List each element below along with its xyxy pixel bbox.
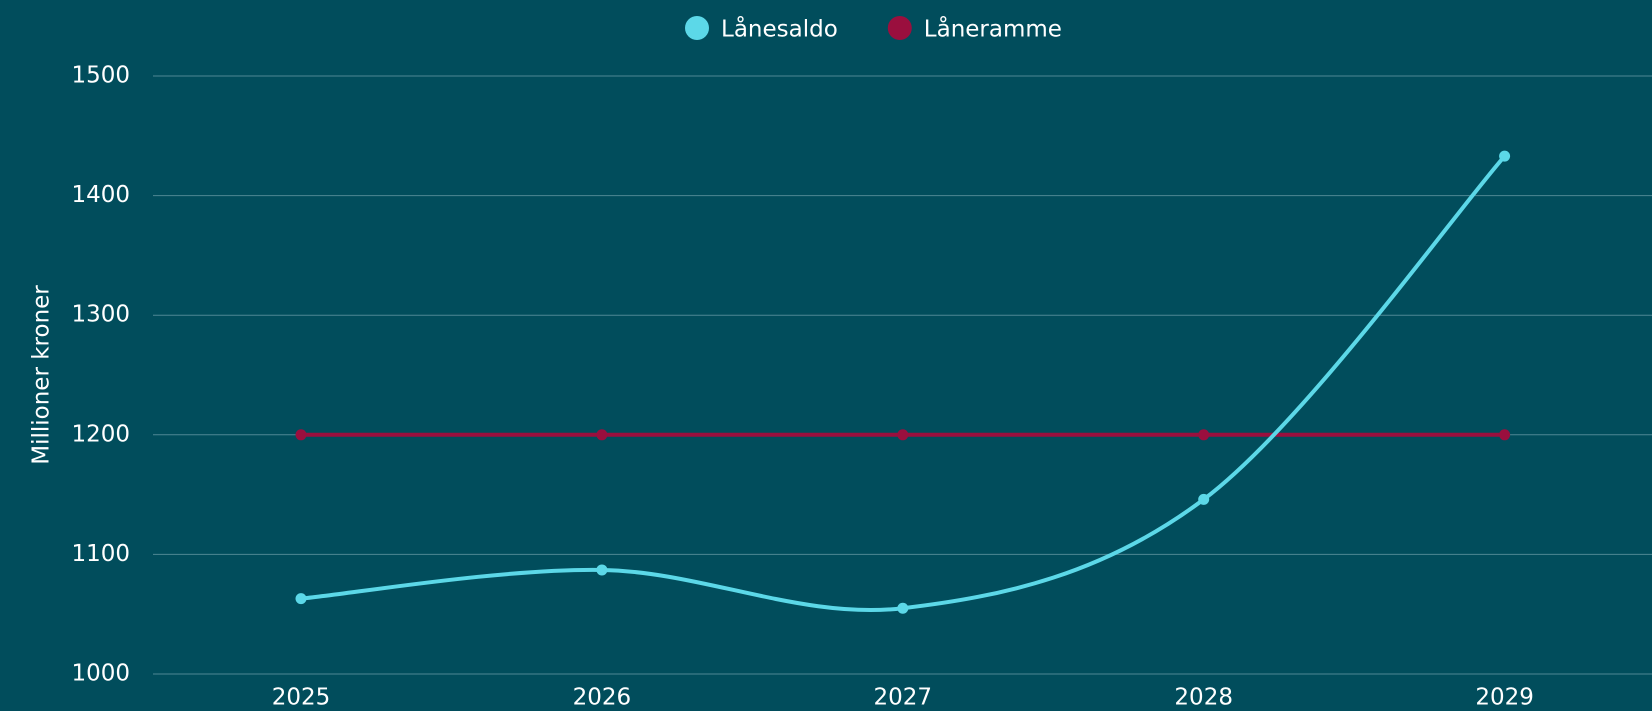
x-tick-label: 2026 (573, 685, 632, 711)
point (1499, 429, 1511, 441)
point (295, 593, 307, 605)
x-tick-label: 2027 (874, 685, 933, 711)
point (897, 602, 909, 614)
y-tick-label: 1300 (71, 302, 130, 328)
point (596, 564, 608, 576)
x-tick-label: 2025 (272, 685, 331, 711)
y-axis-label: Millioner kroner (29, 285, 55, 465)
y-tick-label: 1500 (71, 63, 130, 89)
legend-marker (887, 16, 912, 40)
y-tick-label: 1100 (71, 541, 130, 567)
y-tick-label: 1200 (71, 421, 130, 447)
point (1198, 493, 1210, 505)
x-tick-label: 2029 (1475, 685, 1534, 711)
point (1499, 150, 1511, 162)
y-tick-label: 1000 (71, 661, 130, 687)
point (596, 429, 608, 441)
x-tick-label: 2028 (1174, 685, 1233, 711)
legend-label: Lånesaldo (721, 15, 838, 43)
legend-marker (685, 16, 709, 40)
y-tick-label: 1400 (71, 182, 130, 208)
line (300, 154, 1507, 613)
point (897, 429, 909, 441)
legend-label: Låneramme (924, 15, 1062, 43)
point (295, 429, 307, 441)
point (1198, 429, 1210, 441)
